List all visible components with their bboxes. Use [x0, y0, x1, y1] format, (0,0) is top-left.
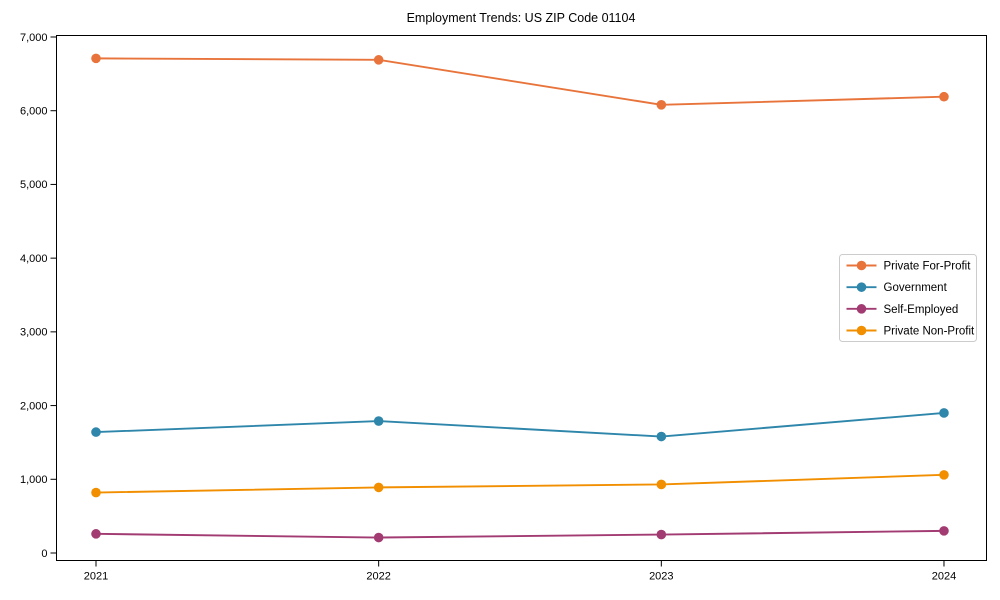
y-tick-label: 7,000 — [20, 32, 48, 44]
legend-box — [839, 254, 977, 342]
data-point-marker — [939, 470, 949, 480]
x-tick-label: 2023 — [649, 571, 673, 583]
y-tick-label: 3,000 — [20, 327, 48, 339]
data-point-marker — [656, 431, 667, 442]
series-private-non-profit — [91, 470, 949, 498]
y-axis: 0 1,000 2,000 3,000 4,000 5,000 6,000 7,000 — [20, 32, 57, 560]
series-line — [95, 57, 945, 106]
legend: Private For-Profit Government Self-Employe… — [839, 254, 977, 342]
x-tick-label: 2021 — [84, 571, 108, 583]
data-point-marker — [373, 416, 384, 426]
data-point-marker — [656, 479, 667, 490]
data-point-marker — [373, 55, 384, 65]
series-line — [95, 529, 945, 539]
data-point-marker — [939, 91, 949, 102]
x-tick-label: 2022 — [366, 571, 390, 583]
data-point-marker — [91, 53, 101, 64]
data-point-marker — [91, 487, 101, 498]
legend-label: Private Non-Profit — [884, 326, 976, 338]
y-tick-label: 2,000 — [20, 400, 48, 412]
legend-label: Government — [884, 282, 948, 294]
y-tick-label: 1,000 — [20, 474, 48, 486]
data-point-marker — [939, 526, 949, 536]
data-point-marker — [656, 529, 667, 540]
legend-label: Self-Employed — [884, 304, 959, 316]
y-tick-label: 0 — [41, 548, 47, 560]
data-point-marker — [373, 532, 384, 543]
series-government — [91, 408, 949, 442]
data-point-marker — [656, 100, 667, 110]
x-tick-label: 2024 — [932, 571, 956, 583]
y-tick-label: 6,000 — [20, 106, 48, 118]
y-tick-label: 5,000 — [20, 179, 48, 191]
legend-marker-dot — [856, 304, 867, 314]
series-private-for-profit — [91, 53, 949, 110]
chart-title: Employment Trends: US ZIP Code 01104 — [407, 11, 636, 25]
series-line — [95, 473, 945, 494]
data-point-marker — [939, 408, 949, 418]
plot-frame — [56, 35, 987, 561]
legend-marker-dot — [856, 325, 867, 336]
legend-marker-dot — [856, 282, 867, 292]
series-self-employed — [91, 526, 949, 543]
legend-marker-dot — [856, 260, 867, 271]
series-line — [95, 411, 945, 438]
y-tick-label: 4,000 — [20, 253, 48, 265]
data-point-marker — [373, 482, 384, 493]
data-point-marker — [91, 529, 101, 539]
data-point-marker — [91, 427, 101, 437]
x-axis: 2021 2022 2023 2024 — [84, 560, 956, 583]
legend-label: Private For-Profit — [884, 261, 972, 273]
